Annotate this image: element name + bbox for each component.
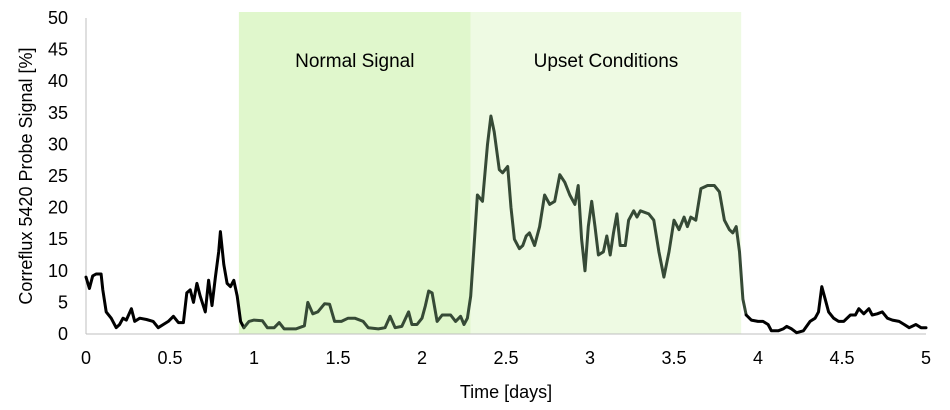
signal-line-segment-1 bbox=[84, 230, 246, 330]
region-labels: Normal Signal Upset Conditions bbox=[295, 51, 678, 72]
x-tick-label: 4 bbox=[753, 348, 763, 368]
y-tick-label: 15 bbox=[48, 229, 68, 249]
region-upset-conditions bbox=[470, 12, 742, 334]
y-tick-label: 30 bbox=[48, 134, 68, 154]
y-tick-label: 10 bbox=[48, 261, 68, 281]
y-tick-label: 25 bbox=[48, 166, 68, 186]
y-tick-label: 35 bbox=[48, 103, 68, 123]
signal-line-segment-2 bbox=[242, 114, 748, 331]
x-axis-title: Time [days] bbox=[460, 382, 552, 402]
x-tick-label: 3.5 bbox=[661, 348, 686, 368]
x-tick-label: 1.5 bbox=[325, 348, 350, 368]
y-tick-label: 40 bbox=[48, 71, 68, 91]
y-tick-label: 0 bbox=[58, 324, 68, 344]
region-label-upset-conditions: Upset Conditions bbox=[534, 51, 679, 72]
x-tick-label: 0 bbox=[81, 348, 91, 368]
x-tick-label: 0.5 bbox=[157, 348, 182, 368]
region-normal-signal bbox=[238, 12, 471, 334]
signal-line-segment-3 bbox=[744, 285, 928, 335]
y-tick-label: 20 bbox=[48, 198, 68, 218]
x-tick-label: 1 bbox=[249, 348, 259, 368]
y-tick-label: 5 bbox=[58, 292, 68, 312]
region-label-normal-signal: Normal Signal bbox=[295, 51, 414, 72]
x-tick-label: 5 bbox=[921, 348, 931, 368]
y-tick-label: 45 bbox=[48, 40, 68, 60]
x-tick-labels: 0 0.5 1 1.5 2 2.5 3 3.5 4 4.5 5 bbox=[81, 348, 931, 368]
x-tick-label: 2.5 bbox=[493, 348, 518, 368]
x-tick-label: 3 bbox=[585, 348, 595, 368]
x-tick-label: 2 bbox=[417, 348, 427, 368]
y-axis-title: Correflux 5420 Probe Signal [%] bbox=[16, 47, 36, 304]
series-lines bbox=[84, 114, 928, 335]
y-tick-label: 50 bbox=[48, 8, 68, 28]
y-tick-labels: 0 5 10 15 20 25 30 35 40 45 50 bbox=[48, 8, 68, 344]
x-tick-label: 4.5 bbox=[829, 348, 854, 368]
shaded-regions bbox=[238, 12, 742, 334]
